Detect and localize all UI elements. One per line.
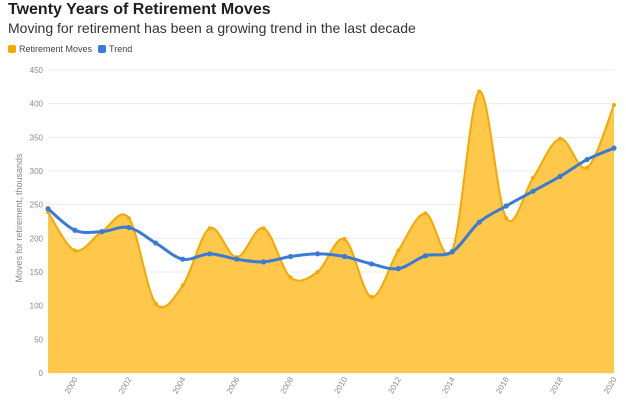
trend-point[interactable] bbox=[207, 251, 213, 257]
retirement-moves-point[interactable] bbox=[477, 89, 482, 94]
trend-point[interactable] bbox=[45, 206, 51, 212]
retirement-moves-point[interactable] bbox=[342, 237, 347, 242]
trend-point[interactable] bbox=[530, 188, 536, 194]
y-tick-label: 250 bbox=[30, 201, 44, 210]
trend-point[interactable] bbox=[341, 253, 348, 260]
retirement-moves-point[interactable] bbox=[558, 136, 563, 141]
trend-point[interactable] bbox=[180, 256, 186, 262]
legend-label-retirement-moves: Retirement Moves bbox=[19, 44, 93, 54]
chart-legend: Retirement Moves Trend bbox=[8, 44, 132, 54]
x-tick-label: 2000 bbox=[63, 375, 80, 395]
x-tick-label: 2008 bbox=[279, 375, 296, 395]
retirement-moves-point[interactable] bbox=[531, 175, 536, 180]
y-tick-label: 50 bbox=[34, 335, 43, 344]
trend-point[interactable] bbox=[422, 253, 428, 259]
retirement-moves-point[interactable] bbox=[207, 226, 212, 231]
x-tick-label: 2012 bbox=[386, 375, 403, 395]
trend-point[interactable] bbox=[368, 261, 375, 267]
y-tick-label: 0 bbox=[39, 369, 44, 378]
y-tick-label: 300 bbox=[30, 167, 44, 176]
y-tick-label: 350 bbox=[30, 133, 44, 142]
y-tick-label: 450 bbox=[30, 66, 44, 75]
retirement-moves-point[interactable] bbox=[288, 275, 293, 280]
y-tick-label: 150 bbox=[30, 268, 44, 277]
trend-point[interactable] bbox=[99, 229, 105, 235]
retirement-moves-point[interactable] bbox=[369, 294, 374, 299]
y-tick-label: 100 bbox=[30, 302, 44, 311]
x-tick-label: 2018 bbox=[548, 375, 565, 395]
retirement-moves-point[interactable] bbox=[315, 270, 320, 274]
retirement-moves-area bbox=[48, 91, 614, 374]
chart-title: Twenty Years of Retirement Moves bbox=[8, 1, 271, 18]
retirement-moves-point[interactable] bbox=[180, 283, 185, 288]
trend-line bbox=[47, 146, 615, 271]
trend-point[interactable] bbox=[395, 266, 401, 272]
retirement-moves-point[interactable] bbox=[612, 103, 616, 108]
trend-point[interactable] bbox=[314, 251, 321, 257]
x-tick-label: 2016 bbox=[494, 375, 511, 395]
trend-point[interactable] bbox=[234, 256, 240, 262]
trend-point[interactable] bbox=[72, 227, 78, 233]
trend-point[interactable] bbox=[584, 156, 590, 163]
y-tick-label: 400 bbox=[30, 100, 44, 109]
x-tick-label: 2014 bbox=[440, 375, 457, 395]
trend-point[interactable] bbox=[153, 240, 159, 246]
retirement-moves-point[interactable] bbox=[504, 216, 509, 221]
retirement-moves-point[interactable] bbox=[126, 216, 131, 221]
x-tick-label: 2020 bbox=[602, 375, 619, 395]
retirement-moves-point[interactable] bbox=[396, 248, 401, 253]
trend-point[interactable] bbox=[557, 173, 563, 179]
trend-point[interactable] bbox=[261, 259, 267, 265]
trend-point[interactable] bbox=[503, 203, 509, 209]
trend-point[interactable] bbox=[287, 253, 294, 260]
x-tick-label: 2010 bbox=[333, 375, 350, 395]
chart-subtitle: Moving for retirement has been a growing… bbox=[8, 20, 416, 36]
retirement-moves-point[interactable] bbox=[585, 165, 590, 170]
legend-swatch-trend bbox=[98, 45, 107, 53]
y-axis-ticks: 0 50 100 150 200 250 300 350 400 450 bbox=[30, 66, 44, 378]
y-tick-label: 200 bbox=[30, 234, 44, 243]
retirement-moves-point[interactable] bbox=[153, 301, 158, 306]
x-axis-ticks: 2000 2002 2004 2006 2008 2010 2012 2014 2016 2018… bbox=[63, 375, 619, 395]
retirement-moves-point[interactable] bbox=[423, 211, 428, 216]
x-tick-label: 2004 bbox=[171, 375, 188, 395]
series-layer bbox=[45, 89, 617, 374]
retirement-moves-point[interactable] bbox=[72, 248, 77, 253]
legend-item-retirement-moves[interactable]: Retirement Moves bbox=[8, 44, 92, 54]
x-tick-label: 2006 bbox=[225, 375, 242, 395]
legend-swatch-retirement-moves bbox=[8, 45, 16, 53]
legend-label-trend: Trend bbox=[109, 44, 133, 54]
trend-point[interactable] bbox=[611, 145, 617, 151]
retirement-moves-point[interactable] bbox=[261, 226, 266, 231]
x-tick-label: 2002 bbox=[117, 375, 134, 395]
trend-point[interactable] bbox=[476, 219, 482, 225]
y-axis-label: Moves for retirement, thousands bbox=[14, 153, 24, 283]
trend-point[interactable] bbox=[126, 224, 132, 231]
legend-item-trend[interactable]: Trend bbox=[98, 44, 132, 54]
trend-point[interactable] bbox=[449, 249, 455, 255]
